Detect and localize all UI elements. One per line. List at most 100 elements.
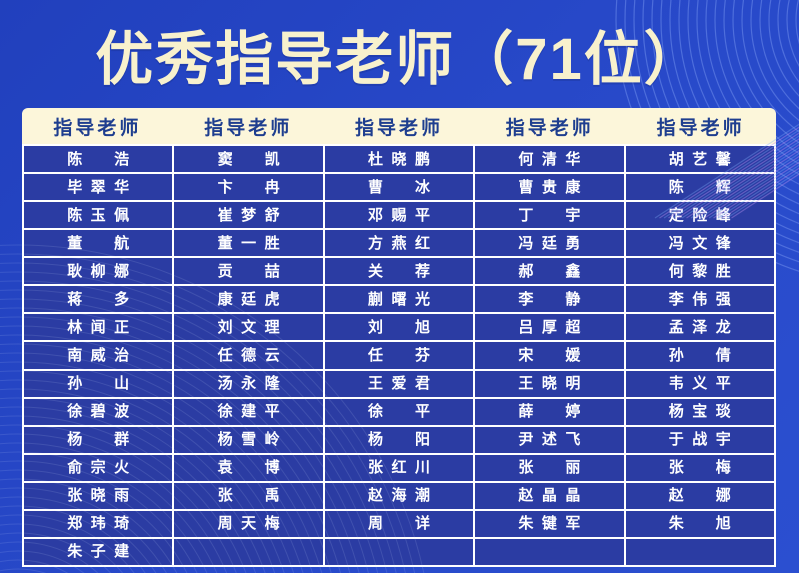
teacher-name: 周详	[367, 515, 430, 533]
teacher-name: 张红川	[367, 459, 430, 477]
teacher-cell: 于战宇	[625, 426, 774, 453]
teacher-name: 冯廷勇	[518, 234, 581, 252]
table-header-band: 指导老师 指导老师 指导老师 指导老师 指导老师	[22, 108, 776, 144]
teacher-cell: 定险峰	[625, 202, 774, 229]
teacher-cell: 董一胜	[174, 230, 323, 257]
teacher-name: 孙倩	[668, 346, 731, 364]
teacher-cell: 南威治	[24, 342, 173, 369]
teacher-cell: 杨宝琰	[625, 398, 774, 425]
teacher-cell: 崔梦舒	[174, 202, 323, 229]
teacher-name: 任芬	[367, 346, 430, 364]
teacher-name: 王晓明	[518, 375, 581, 393]
teacher-name: 宋媛	[518, 346, 581, 364]
teacher-cell: 李静	[475, 286, 624, 313]
teacher-cell: 杨阳	[324, 426, 474, 453]
teacher-cell: 赵晶晶	[475, 482, 624, 509]
teacher-cell: 刘文理	[174, 314, 323, 341]
teacher-name: 赵晶晶	[518, 487, 581, 505]
teacher-name: 杨阳	[367, 431, 430, 449]
teacher-cell: 袁博	[174, 454, 323, 481]
teacher-cell: 王爱君	[324, 370, 474, 397]
teachers-table: 指导老师 指导老师 指导老师 指导老师 指导老师 陈浩毕翠华陈玉佩董航耿柳娜蒋多…	[22, 108, 776, 567]
teacher-cell	[625, 538, 774, 565]
teacher-cell: 曹冰	[324, 174, 474, 201]
teacher-cell: 张红川	[324, 454, 474, 481]
teacher-name: 王爱君	[367, 375, 430, 393]
teacher-cell: 吕厚超	[475, 314, 624, 341]
teacher-cell: 宋媛	[475, 342, 624, 369]
column-header: 指导老师	[656, 117, 745, 139]
teacher-cell: 何黎胜	[625, 258, 774, 285]
teacher-name: 何黎胜	[668, 262, 731, 280]
teacher-name: 张禹	[217, 487, 280, 505]
teacher-cell: 蒋多	[24, 286, 173, 313]
teacher-cell: 周天梅	[174, 510, 323, 537]
teacher-name: 袁博	[217, 459, 280, 477]
teacher-name: 定险峰	[668, 206, 731, 224]
teacher-cell: 周详	[324, 510, 474, 537]
teacher-name: 丁宇	[518, 206, 581, 224]
teacher-name: 窦凯	[217, 150, 280, 168]
teacher-cell: 冯廷勇	[475, 230, 624, 257]
teacher-cell: 朱键军	[475, 510, 624, 537]
teacher-name: 卞冉	[217, 178, 280, 196]
teacher-cell: 任芬	[324, 342, 474, 369]
teacher-name: 杨宝琰	[668, 403, 731, 421]
teacher-cell: 冯文锋	[625, 230, 774, 257]
teacher-name: 汤永隆	[217, 375, 280, 393]
teacher-name: 薛婷	[518, 403, 581, 421]
teacher-cell: 孙倩	[625, 342, 774, 369]
teacher-cell: 丁宇	[475, 202, 624, 229]
teacher-cell: 陈玉佩	[24, 202, 173, 229]
teacher-cell: 康廷虎	[174, 286, 323, 313]
teacher-name: 俞宗火	[67, 459, 130, 477]
teacher-cell: 徐碧波	[24, 398, 173, 425]
teacher-name: 周天梅	[217, 515, 280, 533]
column-header: 指导老师	[354, 117, 443, 139]
teacher-name: 杨雪岭	[217, 431, 280, 449]
teacher-name: 朱键军	[518, 515, 581, 533]
teacher-cell: 杨雪岭	[174, 426, 323, 453]
teacher-name: 张丽	[518, 459, 581, 477]
teacher-name: 李静	[518, 290, 581, 308]
teacher-name: 耿柳娜	[67, 262, 130, 280]
teacher-name: 曹贵康	[518, 178, 581, 196]
teacher-cell: 董航	[24, 230, 173, 257]
table-body: 陈浩毕翠华陈玉佩董航耿柳娜蒋多林闻正南威治孙山徐碧波杨群俞宗火张晓雨郑玮琦朱子建…	[22, 144, 776, 567]
teacher-cell: 邓赐平	[324, 202, 474, 229]
teacher-cell: 孙山	[24, 370, 173, 397]
teacher-cell: 汤永隆	[174, 370, 323, 397]
teacher-cell: 张禹	[174, 482, 323, 509]
teacher-cell: 陈辉	[625, 174, 774, 201]
teacher-name: 朱子建	[67, 543, 130, 561]
teacher-name: 冯文锋	[668, 234, 731, 252]
teacher-name: 董航	[67, 234, 130, 252]
teacher-cell	[324, 538, 474, 565]
teacher-name: 蒋多	[67, 290, 130, 308]
teacher-cell: 胡艺馨	[625, 146, 774, 173]
teacher-cell: 张梅	[625, 454, 774, 481]
teacher-name: 任德云	[217, 346, 280, 364]
teacher-name: 孙山	[67, 375, 130, 393]
teacher-cell: 方燕红	[324, 230, 474, 257]
teacher-name: 徐建平	[217, 403, 280, 421]
teacher-cell: 曹贵康	[475, 174, 624, 201]
teacher-name: 张梅	[668, 459, 731, 477]
page-title: 优秀指导老师（71位）	[95, 27, 704, 92]
teacher-name: 朱旭	[668, 515, 731, 533]
teacher-name: 贡喆	[217, 262, 280, 280]
teacher-name: 于战宇	[668, 431, 731, 449]
teacher-cell: 徐建平	[174, 398, 323, 425]
teacher-cell: 李伟强	[625, 286, 774, 313]
teacher-cell	[174, 538, 323, 565]
teacher-name: 关荐	[367, 262, 430, 280]
teacher-cell: 杜晓鹏	[324, 146, 474, 173]
teacher-name: 崔梦舒	[217, 206, 280, 224]
teacher-name: 张晓雨	[67, 487, 130, 505]
teacher-name: 陈浩	[67, 150, 130, 168]
teacher-name: 赵海潮	[367, 487, 430, 505]
teacher-cell: 赵海潮	[324, 482, 474, 509]
teacher-cell: 林闻正	[24, 314, 173, 341]
teacher-cell: 俞宗火	[24, 454, 173, 481]
teacher-name: 吕厚超	[518, 318, 581, 336]
